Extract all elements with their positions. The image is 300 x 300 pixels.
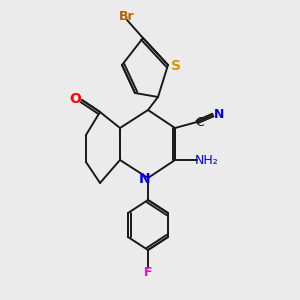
Text: Br: Br — [119, 10, 135, 22]
Text: S: S — [171, 59, 181, 73]
Text: C: C — [196, 116, 204, 130]
Text: N: N — [139, 172, 151, 186]
Text: NH₂: NH₂ — [195, 154, 219, 166]
Text: N: N — [214, 107, 224, 121]
Text: O: O — [69, 92, 81, 106]
Text: F: F — [144, 266, 152, 280]
